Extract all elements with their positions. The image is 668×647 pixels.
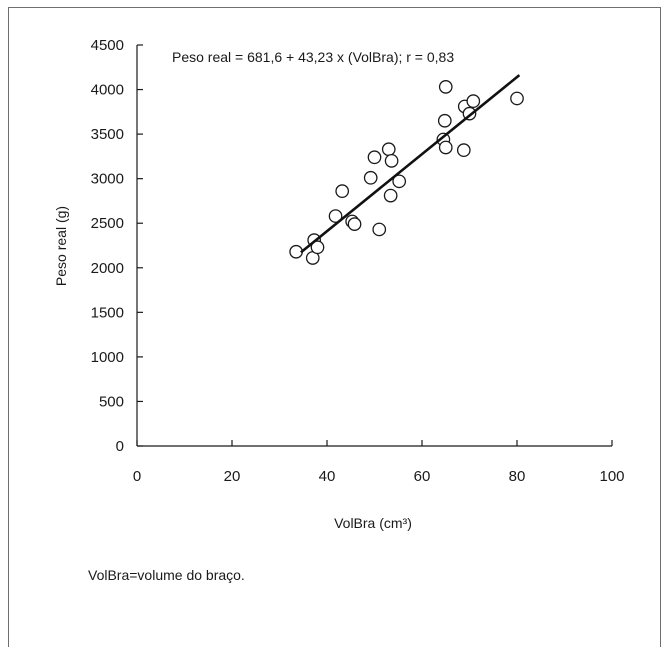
y-tick-label: 500 (99, 393, 124, 410)
y-tick-label: 4000 (91, 82, 124, 99)
regression-annotation: Peso real = 681,6 + 43,23 x (VolBra); r … (172, 49, 454, 65)
figure-frame (8, 7, 661, 647)
y-tick-label: 1000 (91, 349, 124, 366)
data-point (384, 153, 399, 168)
y-tick-label: 0 (116, 438, 124, 455)
data-point (383, 188, 398, 203)
x-tick-label: 60 (414, 468, 431, 485)
data-point (438, 140, 453, 155)
y-tick-label: 2000 (91, 260, 124, 277)
data-point (310, 240, 325, 255)
data-point (347, 217, 362, 231)
y-axis-title: Peso real (g) (53, 206, 69, 286)
y-tick-label: 2500 (91, 215, 124, 232)
data-point (363, 170, 378, 185)
x-tick-label: 0 (133, 468, 141, 485)
scatter-chart: 0 20 40 60 80 1000500100015002000250030003500… (53, 37, 625, 531)
axes: 0 20 40 60 80 1000500100015002000250030003500… (91, 37, 625, 485)
data-points (289, 80, 524, 265)
x-tick-label: 40 (319, 468, 336, 485)
y-tick-label: 4500 (91, 37, 124, 54)
regression-line-group (300, 74, 521, 254)
data-point (510, 91, 524, 106)
data-point (456, 143, 471, 158)
y-tick-label: 1500 (91, 304, 124, 321)
x-axis-title: VolBra (cm³) (334, 515, 412, 531)
x-tick-label: 100 (599, 468, 624, 485)
data-point (367, 150, 382, 165)
y-tick-label: 3000 (91, 171, 124, 188)
data-point (438, 80, 453, 94)
data-point (328, 209, 343, 223)
regression-line (300, 74, 521, 254)
data-point (372, 222, 387, 237)
data-point (437, 113, 452, 128)
data-point (466, 94, 481, 108)
data-point (381, 142, 396, 157)
x-tick-label: 20 (224, 468, 241, 485)
x-tick-label: 80 (509, 468, 526, 485)
y-tick-label: 3500 (91, 126, 124, 143)
data-point (335, 184, 350, 198)
footnote: VolBra=volume do braço. (88, 567, 245, 583)
data-point (392, 174, 407, 189)
